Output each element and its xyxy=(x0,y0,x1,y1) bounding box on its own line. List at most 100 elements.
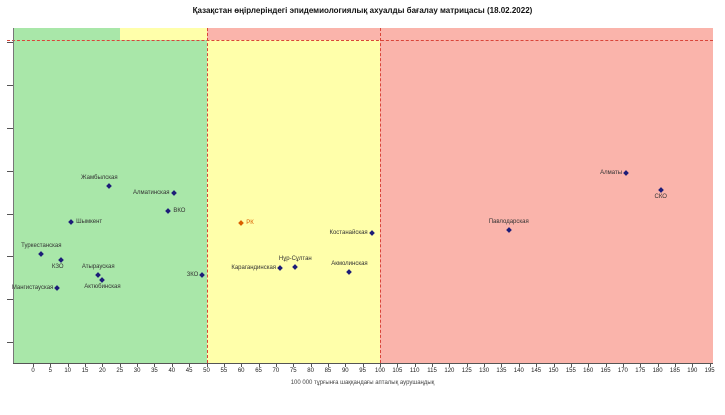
threshold-line-horizontal xyxy=(7,39,713,41)
x-tick-label: 25 xyxy=(116,368,124,374)
x-tick xyxy=(501,363,503,367)
point-label: РК xyxy=(246,220,254,227)
x-tick-label: 150 xyxy=(548,368,559,374)
x-tick-label: 65 xyxy=(255,368,262,374)
x-axis-label: 100 000 тұрғынға шаққандағы апталық ауру… xyxy=(290,380,435,386)
x-tick xyxy=(137,363,139,367)
x-tick xyxy=(67,363,69,367)
x-tick-label: 130 xyxy=(479,368,490,374)
point-label: Мангистауская xyxy=(11,284,54,291)
x-tick-label: 125 xyxy=(461,368,472,374)
y-tick xyxy=(7,299,13,301)
y-tick xyxy=(7,256,13,258)
x-tick xyxy=(553,363,555,367)
point-label: ВКО xyxy=(173,208,186,215)
x-tick xyxy=(206,363,208,367)
point-label: Костанайская xyxy=(329,230,368,237)
threshold-line-vertical-100 xyxy=(380,28,381,363)
x-tick-label: 185 xyxy=(669,368,680,374)
x-tick-label: 45 xyxy=(185,368,193,374)
x-tick-label: 55 xyxy=(220,368,228,374)
x-tick xyxy=(518,363,520,367)
x-tick-label: 10 xyxy=(64,368,72,374)
x-tick xyxy=(449,363,451,367)
x-tick-label: 60 xyxy=(237,368,245,374)
x-tick-label: 100 xyxy=(374,368,385,374)
x-tick-label: 0 xyxy=(31,368,35,374)
x-tick xyxy=(709,363,711,367)
x-tick xyxy=(154,363,156,367)
y-axis-line xyxy=(13,28,14,363)
zone-yellow-lower xyxy=(206,39,380,363)
x-tick xyxy=(588,363,590,367)
y-tick xyxy=(7,42,13,44)
x-tick xyxy=(50,363,52,367)
x-tick-label: 5 xyxy=(48,368,53,374)
x-tick-label: 90 xyxy=(341,368,349,374)
x-tick xyxy=(640,363,642,367)
x-tick xyxy=(536,363,538,367)
x-tick-label: 145 xyxy=(531,368,542,374)
x-tick-label: 120 xyxy=(444,368,455,374)
x-tick-label: 50 xyxy=(203,368,210,374)
x-tick xyxy=(674,363,676,367)
x-tick xyxy=(414,363,416,367)
point-label: Туркестанская xyxy=(21,243,62,250)
x-tick xyxy=(466,363,468,367)
x-tick xyxy=(345,363,347,367)
x-tick xyxy=(570,363,572,367)
point-label: КЗО xyxy=(51,264,64,271)
x-tick-label: 110 xyxy=(409,368,420,374)
x-tick-label: 140 xyxy=(513,368,524,374)
x-tick xyxy=(432,363,434,367)
x-tick-label: 35 xyxy=(151,368,158,374)
x-tick-label: 195 xyxy=(704,368,715,374)
point-label: СКО xyxy=(654,193,667,200)
x-tick-label: 190 xyxy=(687,368,698,374)
x-tick-label: 165 xyxy=(600,368,611,374)
point-label: Нұр-Сұлтан xyxy=(278,255,312,262)
threshold-line-vertical-50 xyxy=(206,28,208,363)
y-tick xyxy=(7,170,13,172)
x-tick-label: 160 xyxy=(583,368,594,374)
x-tick xyxy=(327,363,329,367)
x-tick xyxy=(189,363,191,367)
point-label: Акмолинская xyxy=(331,260,368,267)
x-tick xyxy=(622,363,624,367)
x-tick xyxy=(258,363,260,367)
y-tick xyxy=(7,127,13,129)
x-tick-label: 180 xyxy=(652,368,663,374)
zone-red-upper xyxy=(206,28,713,40)
point-label: Атырауская xyxy=(81,263,115,270)
x-tick xyxy=(362,363,364,367)
x-tick xyxy=(605,363,607,367)
x-tick-label: 70 xyxy=(272,368,280,374)
point-label: Актюбинская xyxy=(84,283,121,290)
x-tick-label: 85 xyxy=(324,368,332,374)
x-tick-label: 115 xyxy=(427,368,437,374)
point-label: Карагандинская xyxy=(231,264,277,271)
x-tick xyxy=(241,363,243,367)
point-label: Алматы xyxy=(600,169,623,176)
x-tick xyxy=(275,363,277,367)
zone-red-lower xyxy=(380,39,713,363)
x-tick xyxy=(102,363,104,367)
point-label: Жамбылская xyxy=(81,174,118,181)
x-tick-label: 135 xyxy=(496,368,507,374)
point-label: ЗКО xyxy=(186,271,199,278)
y-tick xyxy=(7,213,13,215)
x-tick-label: 75 xyxy=(289,368,297,374)
x-tick xyxy=(293,363,295,367)
x-tick-label: 170 xyxy=(617,368,628,374)
x-tick-label: 105 xyxy=(392,368,403,374)
point-label: Алматинская xyxy=(132,190,170,197)
y-tick xyxy=(7,342,13,344)
x-tick xyxy=(397,363,399,367)
x-tick-label: 175 xyxy=(635,368,646,374)
point-label: Павлодарская xyxy=(488,219,529,226)
x-tick-label: 95 xyxy=(359,368,366,374)
x-tick xyxy=(692,363,694,367)
x-tick xyxy=(171,363,173,367)
x-tick xyxy=(380,363,381,367)
